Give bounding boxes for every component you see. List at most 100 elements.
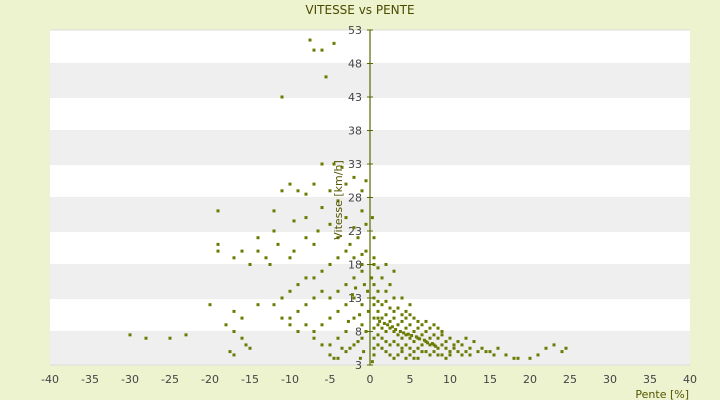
data-point [352, 343, 356, 347]
data-point [420, 323, 424, 327]
data-point [414, 335, 418, 339]
data-point [228, 350, 232, 354]
data-point [280, 316, 284, 320]
data-point [388, 283, 392, 287]
data-point [440, 343, 444, 347]
data-point [348, 346, 352, 350]
data-point [372, 326, 376, 330]
data-point [390, 325, 394, 329]
data-point [412, 340, 416, 344]
data-point [420, 350, 424, 354]
data-point [528, 356, 532, 360]
data-point [292, 249, 296, 253]
data-point [344, 182, 348, 186]
data-point [344, 249, 348, 253]
data-point [328, 263, 332, 266]
data-point [434, 344, 438, 348]
data-point [440, 330, 444, 333]
data-point [564, 346, 568, 350]
data-point [372, 283, 376, 287]
x-tick-label: -30 [121, 373, 139, 386]
data-point [404, 316, 408, 320]
data-point [312, 48, 316, 52]
data-point [312, 182, 316, 186]
data-point [384, 289, 388, 293]
data-point [424, 319, 428, 323]
data-point [352, 316, 356, 320]
data-point [400, 336, 404, 340]
data-point [552, 343, 556, 347]
data-point [436, 336, 440, 340]
data-point [468, 353, 472, 357]
data-point [416, 346, 420, 350]
data-point [366, 309, 370, 313]
data-point [396, 323, 400, 327]
data-point [362, 350, 366, 354]
data-point [380, 303, 384, 307]
data-point [432, 343, 436, 347]
data-point [372, 263, 376, 266]
data-point [440, 353, 444, 357]
data-point [280, 95, 284, 99]
data-point [272, 209, 276, 213]
data-point [232, 309, 236, 313]
data-point [344, 350, 348, 354]
data-point [404, 326, 408, 330]
data-point [280, 189, 284, 193]
data-point [400, 296, 404, 300]
data-point [304, 303, 308, 307]
data-point [272, 229, 276, 233]
x-tick-label: 20 [523, 373, 537, 386]
data-point [336, 309, 340, 313]
data-point [312, 276, 316, 280]
data-point [392, 296, 396, 300]
data-point [512, 356, 516, 360]
data-point [296, 330, 300, 333]
data-point [292, 219, 296, 223]
y-tick-label: 53 [348, 24, 362, 37]
data-point [336, 289, 340, 293]
data-point [360, 323, 364, 327]
data-point [388, 343, 392, 347]
data-point [440, 333, 444, 337]
data-point [408, 303, 412, 307]
data-point [436, 346, 440, 350]
y-tick-label: 18 [348, 259, 362, 272]
data-point [380, 346, 384, 350]
data-point [316, 229, 320, 233]
data-point [208, 303, 212, 307]
data-point [378, 319, 382, 323]
data-point [288, 323, 292, 327]
data-point [256, 236, 260, 240]
data-point [320, 206, 324, 210]
data-point [128, 333, 132, 337]
data-point [144, 336, 148, 340]
data-point [384, 263, 388, 266]
data-point [384, 299, 388, 303]
data-point [432, 323, 436, 327]
data-point [376, 323, 380, 327]
data-point [370, 216, 374, 220]
data-point [402, 331, 406, 335]
data-point [336, 256, 340, 260]
data-point [312, 296, 316, 300]
data-point [382, 321, 386, 325]
data-point [400, 346, 404, 350]
data-point [352, 175, 356, 179]
data-point [360, 252, 364, 256]
data-point [344, 303, 348, 307]
data-point [320, 323, 324, 327]
data-point [544, 346, 548, 350]
data-point [400, 319, 404, 323]
x-tick-label: 15 [483, 373, 497, 386]
data-point [364, 249, 368, 253]
data-point [328, 222, 332, 226]
data-point [396, 353, 400, 357]
y-tick-label: 28 [348, 192, 362, 205]
data-point [268, 263, 272, 266]
data-point [312, 242, 316, 246]
data-point [444, 356, 448, 360]
data-point [328, 189, 332, 193]
data-point [428, 353, 432, 357]
data-point [372, 236, 376, 240]
